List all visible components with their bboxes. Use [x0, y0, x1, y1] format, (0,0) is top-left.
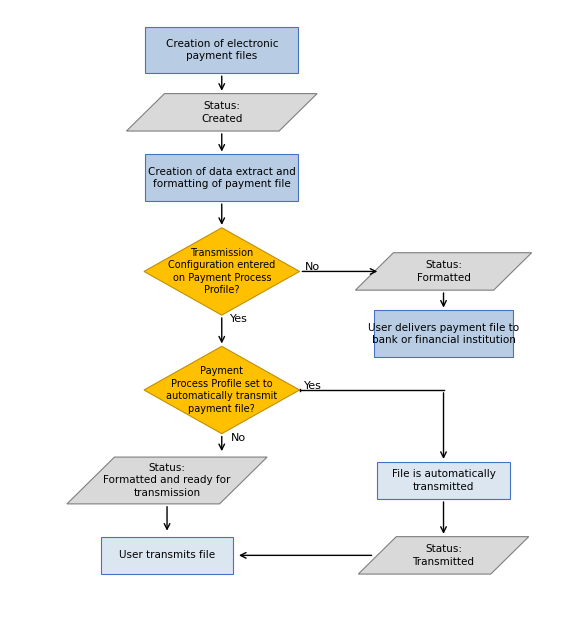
Text: Transmission
Configuration entered
on Payment Process
Profile?: Transmission Configuration entered on Pa…: [168, 248, 275, 295]
Text: Creation of electronic
payment files: Creation of electronic payment files: [165, 39, 278, 61]
Text: Creation of data extract and
formatting of payment file: Creation of data extract and formatting …: [148, 167, 295, 189]
FancyBboxPatch shape: [377, 462, 510, 499]
Text: No: No: [230, 433, 245, 443]
Text: Status:
Created: Status: Created: [201, 101, 242, 124]
Text: User transmits file: User transmits file: [119, 550, 215, 560]
Polygon shape: [355, 253, 532, 290]
Text: Status:
Formatted: Status: Formatted: [416, 260, 471, 283]
Text: Status:
Formatted and ready for
transmission: Status: Formatted and ready for transmis…: [103, 463, 231, 498]
Polygon shape: [67, 457, 267, 504]
FancyBboxPatch shape: [374, 310, 513, 357]
Text: Yes: Yes: [304, 381, 322, 391]
Text: File is automatically
transmitted: File is automatically transmitted: [392, 469, 495, 492]
FancyBboxPatch shape: [145, 26, 298, 73]
Text: No: No: [305, 262, 320, 272]
Polygon shape: [358, 537, 529, 574]
Polygon shape: [144, 346, 300, 434]
Text: Yes: Yes: [230, 314, 248, 324]
FancyBboxPatch shape: [145, 155, 298, 201]
FancyBboxPatch shape: [101, 537, 233, 574]
Text: User delivers payment file to
bank or financial institution: User delivers payment file to bank or fi…: [368, 323, 519, 345]
Polygon shape: [144, 228, 300, 315]
Text: Status:
Transmitted: Status: Transmitted: [412, 544, 475, 567]
Polygon shape: [127, 94, 317, 131]
Text: Payment
Process Profile set to
automatically transmit
payment file?: Payment Process Profile set to automatic…: [166, 366, 278, 414]
